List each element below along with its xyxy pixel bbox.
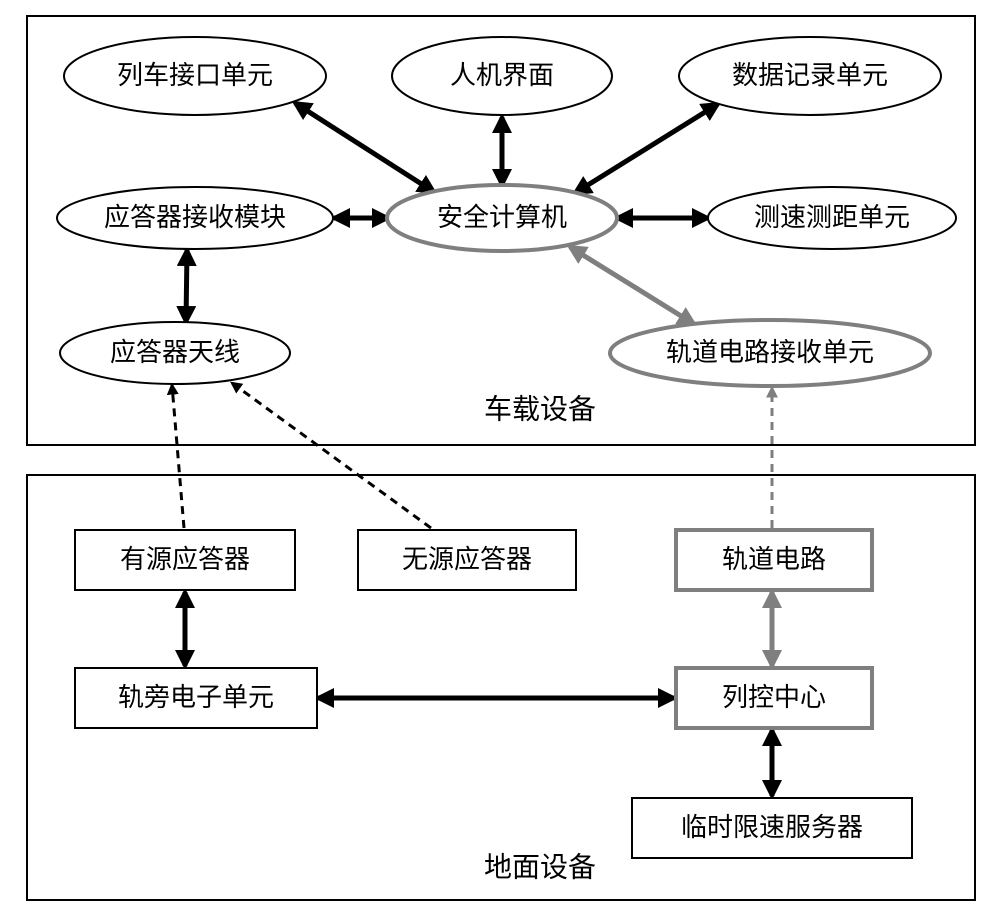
panel-label-top: 车载设备: [484, 393, 596, 425]
node-trackside: 轨旁电子单元: [75, 668, 317, 728]
node-label-speed: 测速测距单元: [754, 203, 910, 232]
edge-safe_pc-data_rec: [575, 104, 718, 193]
node-speed: 测速测距单元: [708, 187, 956, 249]
node-label-hmi: 人机界面: [450, 61, 554, 90]
edge-passive_resp-antenna: [232, 383, 431, 528]
node-train_ctrl: 列控中心: [676, 668, 872, 728]
node-label-track_ckt: 轨道电路: [722, 545, 826, 574]
node-label-tsr: 临时限速服务器: [681, 813, 863, 842]
node-label-trackside: 轨旁电子单元: [118, 683, 274, 712]
node-passive_resp: 无源应答器: [358, 530, 576, 590]
node-track_rx: 轨道电路接收单元: [610, 320, 930, 386]
node-antenna: 应答器天线: [60, 322, 290, 384]
node-label-antenna: 应答器天线: [110, 338, 240, 367]
node-label-resp_rx: 应答器接收模块: [104, 203, 286, 232]
edge-safe_pc-train_if: [295, 103, 434, 192]
edge-safe_pc-track_rx: [570, 247, 694, 324]
node-label-active_resp: 有源应答器: [120, 545, 250, 574]
edge-resp_rx-antenna: [186, 250, 187, 322]
node-data_rec: 数据记录单元: [679, 37, 941, 115]
node-label-train_ctrl: 列控中心: [722, 683, 826, 712]
node-active_resp: 有源应答器: [75, 530, 295, 590]
node-hmi: 人机界面: [392, 37, 612, 115]
node-safe_pc: 安全计算机: [387, 185, 617, 251]
edge-active_resp-antenna: [172, 385, 184, 528]
nodes-layer: 列车接口单元人机界面数据记录单元应答器接收模块安全计算机测速测距单元应答器天线轨…: [57, 37, 956, 858]
system-diagram: 列车接口单元人机界面数据记录单元应答器接收模块安全计算机测速测距单元应答器天线轨…: [0, 0, 1000, 910]
node-label-data_rec: 数据记录单元: [732, 61, 888, 90]
node-label-track_rx: 轨道电路接收单元: [666, 338, 874, 367]
node-resp_rx: 应答器接收模块: [57, 187, 333, 249]
node-track_ckt: 轨道电路: [676, 530, 872, 590]
node-label-passive_resp: 无源应答器: [402, 545, 532, 574]
node-train_if: 列车接口单元: [64, 37, 326, 115]
node-label-safe_pc: 安全计算机: [437, 203, 567, 232]
panel-label-bottom: 地面设备: [484, 851, 596, 883]
node-tsr: 临时限速服务器: [632, 798, 912, 858]
node-label-train_if: 列车接口单元: [117, 61, 273, 90]
